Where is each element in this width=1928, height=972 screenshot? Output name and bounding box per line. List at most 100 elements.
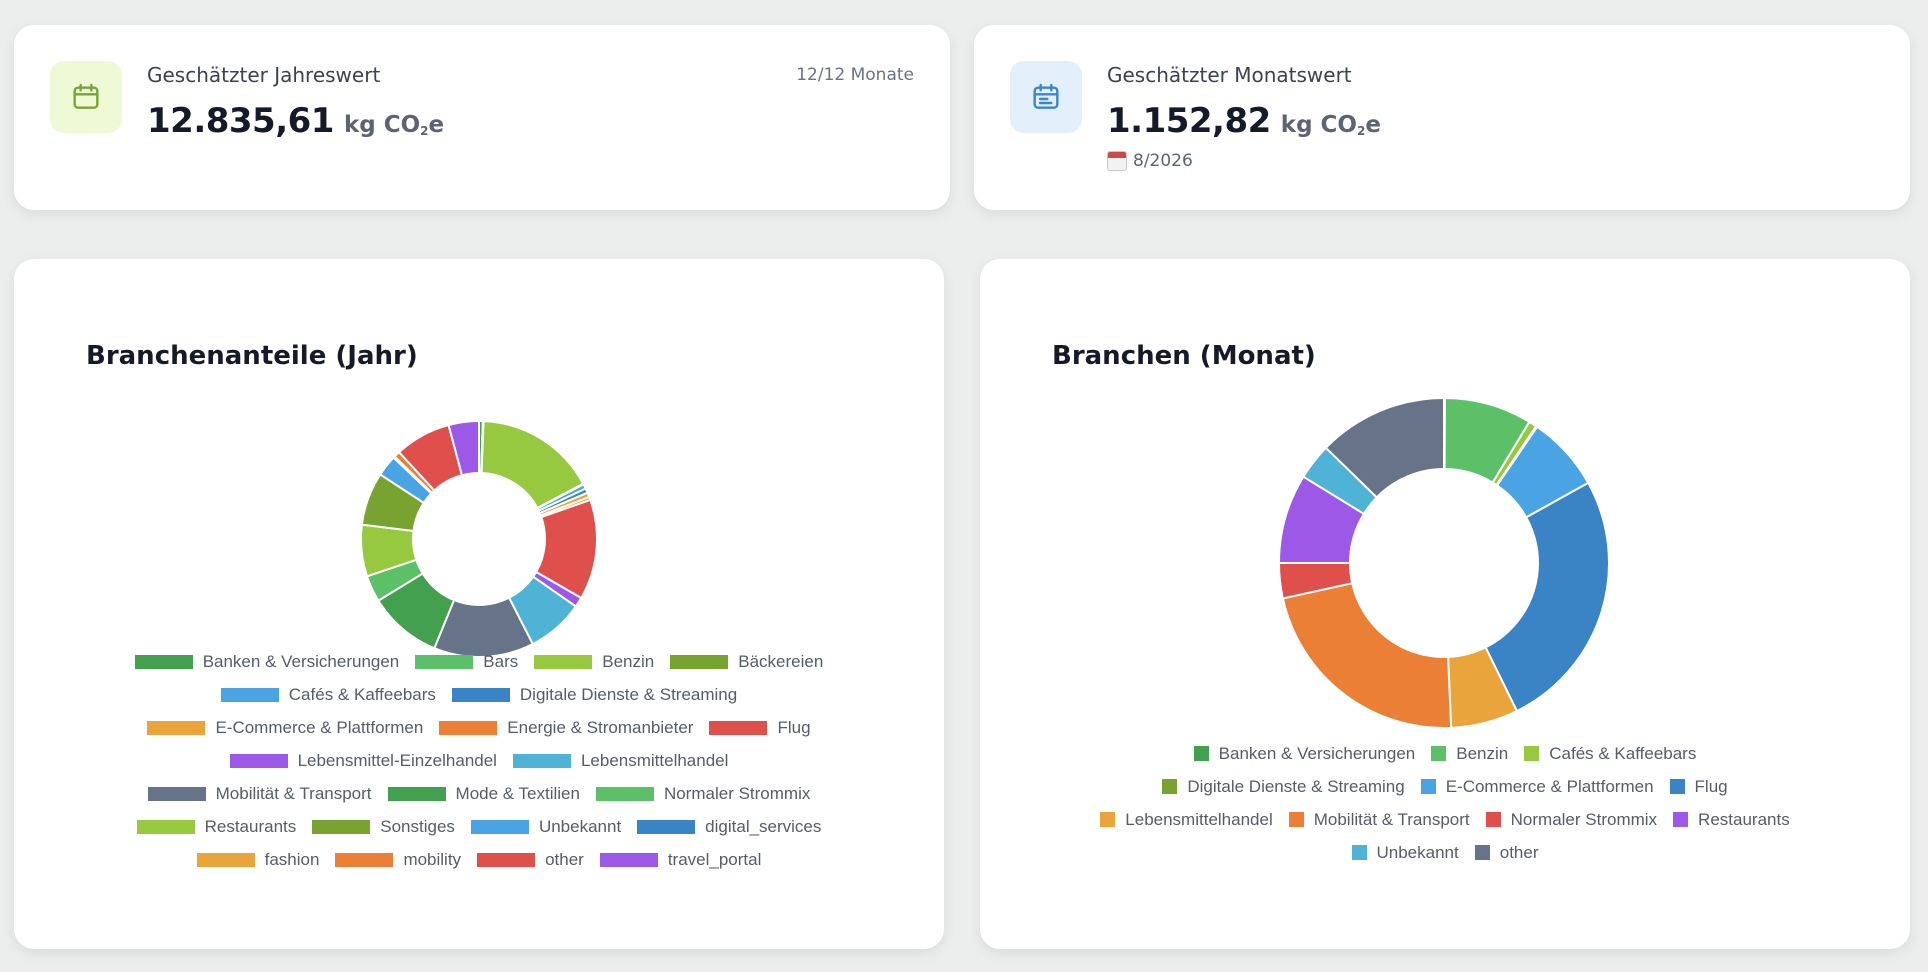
month-estimate-label: Geschätzter Monatswert (1107, 63, 1352, 87)
legend-label: Lebensmittelhandel (1125, 809, 1273, 829)
year-chart-legend: Banken & Versicherungen Bars Benzin Bäckere… (14, 645, 944, 876)
legend-item-travel-portal[interactable]: travel_portal (599, 843, 761, 876)
legend-item-digital-services[interactable]: digital_services (637, 810, 821, 843)
calendar-icon (73, 83, 99, 109)
unit-subscript: 2 (1356, 124, 1366, 138)
legend-item-mode-textilien[interactable]: Mode & Textilien (387, 777, 580, 810)
legend-label: Restaurants (204, 816, 297, 836)
legend-swatch (1351, 845, 1367, 860)
legend-item-mobilit-t-transport[interactable]: Mobilität & Transport (147, 777, 372, 810)
legend-label: digital_services (705, 816, 822, 836)
year-icon-box (50, 61, 122, 133)
year-estimate-card: Geschätzter Jahreswert 12.835,61 kg CO2e… (14, 25, 950, 210)
legend-item-flug[interactable]: Flug (709, 711, 811, 744)
legend-item-banken-versicherungen[interactable]: Banken & Versicherungen (1193, 737, 1416, 770)
month-estimate-value: 1.152,82 (1107, 101, 1271, 141)
legend-item-mobilit-t-transport[interactable]: Mobilität & Transport (1288, 803, 1470, 836)
legend-swatch (1669, 779, 1685, 794)
legend-item-benzin[interactable]: Benzin (534, 645, 654, 678)
months-coverage-note: 12/12 Monate (796, 65, 914, 85)
legend-label: Mode & Textilien (455, 783, 580, 803)
legend-swatch (1288, 812, 1304, 827)
legend-item-digitale-dienste-streaming[interactable]: Digitale Dienste & Streaming (451, 678, 737, 711)
unit-subscript: 2 (420, 124, 429, 138)
legend-item-benzin[interactable]: Benzin (1431, 737, 1508, 770)
legend-label: Flug (1694, 776, 1728, 796)
legend-item-restaurants[interactable]: Restaurants (1673, 803, 1790, 836)
legend-item-lebensmittelhandel[interactable]: Lebensmittelhandel (512, 744, 729, 777)
donut-slice-travel-portal[interactable] (447, 419, 480, 477)
legend-swatch (439, 720, 498, 735)
month-chart-legend: Banken & Versicherungen Benzin Cafés & Kaf… (980, 737, 1910, 869)
donut-slice-flug[interactable] (1484, 481, 1610, 713)
legend-item-e-commerce-plattformen[interactable]: E-Commerce & Plattformen (147, 711, 423, 744)
legend-swatch (1420, 779, 1436, 794)
legend-label: other (545, 849, 584, 869)
legend-item-restaurants[interactable]: Restaurants (136, 810, 297, 843)
legend-swatch (335, 852, 394, 867)
legend-item-lebensmittelhandel[interactable]: Lebensmittelhandel (1100, 803, 1273, 836)
legend-label: Sonstiges (380, 816, 455, 836)
donut-slice-other[interactable] (1324, 396, 1445, 499)
unit-prefix: kg CO (343, 112, 421, 138)
donut-slice-mobilit-t-transport[interactable] (1281, 581, 1453, 729)
legend-item-mobility[interactable]: mobility (335, 843, 461, 876)
legend-label: fashion (264, 849, 320, 869)
legend-swatch (1673, 812, 1689, 827)
month-chart-title: Branchen (Monat) (1052, 341, 1316, 371)
legend-swatch (1193, 746, 1209, 761)
legend-label: Banken & Versicherungen (1218, 743, 1416, 763)
legend-swatch (196, 852, 255, 867)
legend-swatch (599, 852, 658, 867)
legend-swatch (1100, 812, 1116, 827)
legend-item-normaler-strommix[interactable]: Normaler Strommix (1485, 803, 1657, 836)
legend-item-bars[interactable]: Bars (415, 645, 518, 678)
legend-item-flug[interactable]: Flug (1669, 770, 1728, 803)
legend-label: Cafés & Kaffeebars (1549, 743, 1697, 763)
calendar-detail-icon (1033, 83, 1059, 109)
legend-item-other[interactable]: other (477, 843, 584, 876)
legend-swatch (470, 819, 529, 834)
legend-label: E-Commerce & Plattformen (215, 717, 424, 737)
month-donut-chart (1277, 396, 1610, 729)
legend-item-fashion[interactable]: fashion (196, 843, 320, 876)
year-estimate-unit: kg CO2e (344, 112, 444, 138)
legend-swatch (512, 753, 571, 768)
legend-item-e-commerce-plattformen[interactable]: E-Commerce & Plattformen (1420, 770, 1654, 803)
legend-label: Banken & Versicherungen (202, 651, 400, 671)
month-icon-box (1010, 61, 1082, 133)
legend-label: Bars (483, 651, 519, 671)
legend-swatch (387, 786, 446, 801)
legend-label: Unbekannt (538, 816, 622, 836)
legend-item-other[interactable]: other (1474, 836, 1539, 869)
legend-swatch (312, 819, 371, 834)
legend-swatch (709, 720, 768, 735)
year-donut-chart (360, 419, 598, 658)
legend-label: other (1499, 842, 1539, 862)
unit-suffix: e (428, 112, 445, 138)
legend-label: E-Commerce & Plattformen (1445, 776, 1654, 796)
month-estimate-value-row: 1.152,82 kg CO2e (1107, 101, 1381, 141)
legend-item-unbekannt[interactable]: Unbekannt (1351, 836, 1459, 869)
legend-item-caf-s-kaffeebars[interactable]: Cafés & Kaffeebars (220, 678, 436, 711)
legend-item-normaler-strommix[interactable]: Normaler Strommix (595, 777, 810, 810)
legend-item-b-ckereien[interactable]: Bäckereien (670, 645, 823, 678)
legend-item-caf-s-kaffeebars[interactable]: Cafés & Kaffeebars (1524, 737, 1696, 770)
legend-item-lebensmittel-einzelhandel[interactable]: Lebensmittel-Einzelhandel (229, 744, 497, 777)
legend-item-sonstiges[interactable]: Sonstiges (312, 810, 455, 843)
month-period-note: 8/2026 (1107, 151, 1193, 171)
legend-item-unbekannt[interactable]: Unbekannt (470, 810, 622, 843)
calendar-emoji-icon (1107, 151, 1127, 171)
legend-label: Benzin (1456, 743, 1509, 763)
year-estimate-label: Geschätzter Jahreswert (147, 63, 381, 87)
legend-item-energie-stromanbieter[interactable]: Energie & Stromanbieter (439, 711, 693, 744)
legend-swatch (220, 687, 279, 702)
legend-swatch (229, 753, 288, 768)
unit-suffix: e (1365, 112, 1381, 138)
legend-label: Restaurants (1698, 809, 1790, 829)
legend-item-digitale-dienste-streaming[interactable]: Digitale Dienste & Streaming (1162, 770, 1405, 803)
month-estimate-card: Geschätzter Monatswert 1.152,82 kg CO2e … (974, 25, 1910, 210)
legend-item-banken-versicherungen[interactable]: Banken & Versicherungen (134, 645, 400, 678)
legend-label: Lebensmittelhandel (580, 750, 729, 770)
legend-swatch (451, 687, 510, 702)
